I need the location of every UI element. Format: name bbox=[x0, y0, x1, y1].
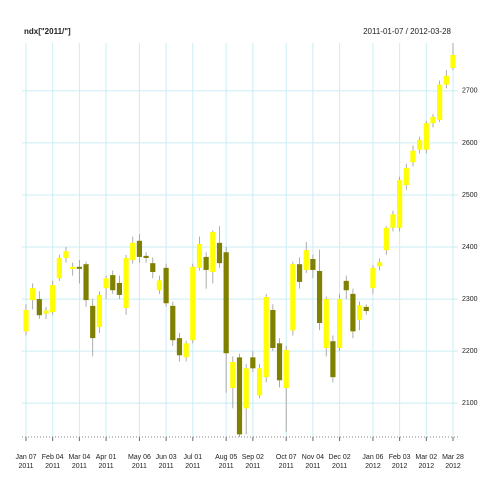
x-tick-label: Dec 02 2011 bbox=[328, 454, 350, 470]
candle-body bbox=[390, 214, 396, 228]
x-tick-label: Mar 02 2012 bbox=[415, 454, 437, 470]
candle-body bbox=[350, 293, 356, 332]
candle-body bbox=[43, 310, 49, 314]
candle-body bbox=[230, 362, 236, 389]
candle-body bbox=[190, 266, 196, 341]
candle-body bbox=[336, 299, 343, 348]
x-tick-label: Feb 04 2011 bbox=[42, 454, 64, 470]
candle-body bbox=[303, 250, 309, 270]
candle-body bbox=[76, 266, 82, 269]
y-tick-label: 2500 bbox=[462, 192, 478, 199]
x-tick-label: Oct 07 2011 bbox=[276, 454, 297, 470]
candle-body bbox=[256, 368, 263, 396]
y-tick-label: 2600 bbox=[462, 140, 478, 147]
candle-body bbox=[296, 264, 303, 282]
candle-body bbox=[163, 267, 169, 304]
x-tick-label: Mar 28 2012 bbox=[442, 454, 464, 470]
candle-body bbox=[143, 255, 149, 258]
candle-body bbox=[136, 240, 143, 257]
candle-body bbox=[403, 167, 409, 186]
y-tick-label: 2400 bbox=[462, 244, 478, 251]
candle-body bbox=[443, 75, 449, 85]
candle-body bbox=[330, 341, 336, 378]
y-tick-label: 2200 bbox=[462, 348, 478, 355]
candle-body bbox=[290, 264, 296, 331]
x-tick-label: May 06 2011 bbox=[128, 454, 151, 470]
candle-body bbox=[263, 296, 269, 378]
candle-body bbox=[50, 285, 56, 313]
candle-body bbox=[310, 258, 316, 270]
candle-body bbox=[130, 242, 136, 261]
candle-body bbox=[236, 357, 243, 435]
x-tick-label: Aug 05 2011 bbox=[215, 454, 237, 470]
candle-body bbox=[23, 310, 29, 332]
candle-body bbox=[216, 242, 223, 264]
candle-body bbox=[170, 305, 176, 341]
candle-body bbox=[323, 299, 329, 348]
candle-body bbox=[196, 243, 203, 268]
candle-body bbox=[63, 251, 69, 258]
x-tick-label: Nov 04 2011 bbox=[302, 454, 324, 470]
candle-body bbox=[363, 306, 369, 312]
y-tick-label: 2100 bbox=[462, 400, 478, 407]
x-tick-label: Jan 07 2011 bbox=[15, 454, 36, 470]
candle-body bbox=[96, 294, 102, 328]
candle-body bbox=[437, 84, 443, 121]
candle-body bbox=[150, 263, 156, 273]
candle-body bbox=[90, 305, 96, 339]
candle-body bbox=[70, 266, 76, 269]
candle-body bbox=[417, 139, 423, 150]
candle-body bbox=[283, 350, 289, 389]
y-tick-label: 2300 bbox=[462, 296, 478, 303]
candle-body bbox=[36, 299, 42, 316]
candle-body bbox=[210, 231, 216, 273]
candle-body bbox=[356, 305, 363, 320]
candle-body bbox=[176, 338, 183, 356]
candle-body bbox=[343, 280, 349, 291]
candle-body bbox=[83, 264, 89, 301]
chart-title: ndx["2011/"] bbox=[24, 27, 71, 36]
x-tick-label: Jan 06 2012 bbox=[362, 454, 383, 470]
candle-body bbox=[410, 150, 416, 163]
candle-body bbox=[156, 280, 163, 291]
x-tick-label: Mar 04 2011 bbox=[68, 454, 90, 470]
candle-body bbox=[383, 227, 389, 251]
x-tick-label: Jun 03 2011 bbox=[156, 454, 177, 470]
x-tick-label: Jul 01 2011 bbox=[183, 454, 202, 470]
x-tick-label: Feb 03 2012 bbox=[389, 454, 411, 470]
candle-body bbox=[103, 278, 109, 289]
candle-body bbox=[450, 54, 456, 68]
y-tick-label: 2700 bbox=[462, 88, 478, 95]
candle-body bbox=[377, 262, 383, 267]
candle-body bbox=[223, 252, 229, 354]
candle-body bbox=[116, 282, 123, 295]
candle-body bbox=[397, 179, 403, 228]
candle-body bbox=[370, 267, 376, 289]
candle-body bbox=[56, 257, 62, 279]
candle-body bbox=[430, 116, 436, 124]
candle-body bbox=[423, 123, 429, 150]
candle-body bbox=[30, 288, 36, 301]
candle-body bbox=[276, 343, 283, 381]
candle-body bbox=[183, 343, 189, 358]
candle-body bbox=[243, 368, 249, 409]
candle-body bbox=[250, 357, 256, 369]
candle-body bbox=[316, 270, 323, 324]
candle-body bbox=[123, 257, 129, 308]
date-range: 2011-01-07 / 2012-03-28 bbox=[363, 27, 451, 36]
candle-body bbox=[203, 256, 209, 270]
x-tick-label: Sep 02 2011 bbox=[242, 454, 264, 470]
x-tick-label: Apr 01 2011 bbox=[96, 454, 117, 470]
candle-body bbox=[270, 310, 276, 348]
candle-body bbox=[110, 275, 116, 291]
